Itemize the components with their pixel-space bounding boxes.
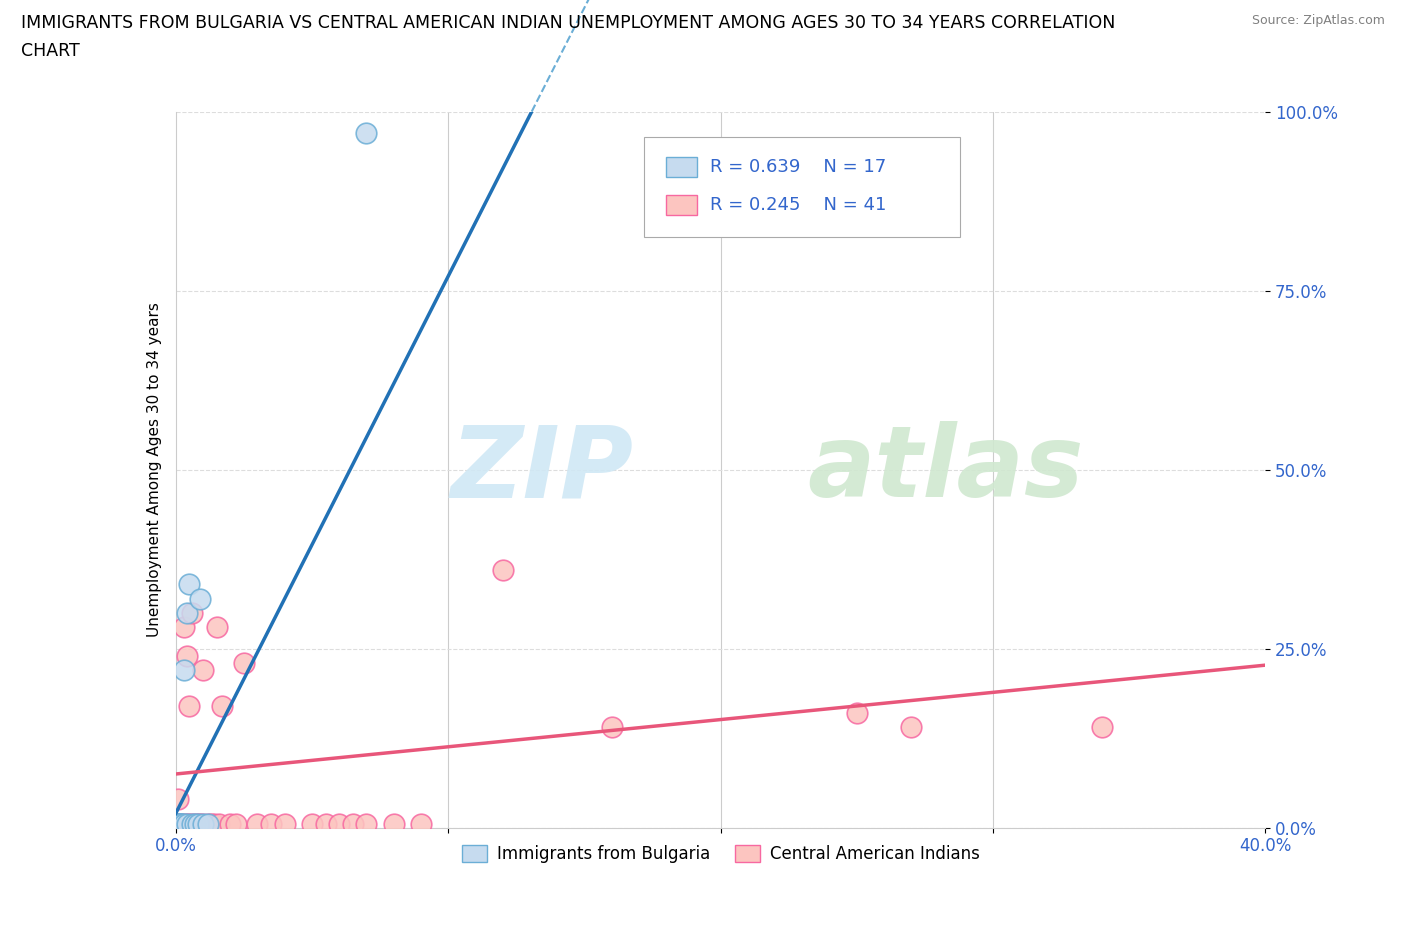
Point: [179, 817, 201, 831]
Point: [200, 817, 222, 831]
Point: [179, 698, 201, 713]
Point: [173, 817, 195, 831]
Point: [260, 817, 283, 831]
Point: [173, 817, 195, 831]
Point: [208, 817, 231, 831]
Point: [184, 817, 207, 831]
Point: [409, 817, 432, 831]
Point: [176, 817, 198, 831]
Point: [181, 605, 204, 620]
Text: R = 0.245    N = 41: R = 0.245 N = 41: [710, 195, 886, 214]
Point: [181, 817, 204, 831]
Point: [166, 817, 188, 831]
Point: [165, 817, 187, 831]
Text: atlas: atlas: [807, 421, 1084, 518]
Point: [845, 706, 868, 721]
Point: [202, 817, 225, 831]
Point: [197, 817, 219, 831]
Text: CHART: CHART: [21, 42, 80, 60]
Point: [170, 817, 193, 831]
Point: [492, 563, 515, 578]
FancyBboxPatch shape: [644, 137, 960, 237]
Point: [188, 817, 211, 831]
Point: [186, 817, 209, 831]
Point: [600, 720, 623, 735]
Point: [1091, 720, 1114, 735]
Point: [219, 817, 242, 831]
Point: [186, 817, 209, 831]
Point: [188, 591, 211, 606]
Point: [167, 817, 190, 831]
Point: [191, 817, 214, 831]
Point: [900, 720, 922, 735]
Point: [169, 817, 191, 831]
Point: [191, 663, 214, 678]
Point: [246, 817, 269, 831]
Point: [176, 648, 198, 663]
Y-axis label: Unemployment Among Ages 30 to 34 years: Unemployment Among Ages 30 to 34 years: [146, 302, 162, 637]
Point: [176, 817, 198, 831]
Legend: Immigrants from Bulgaria, Central American Indians: Immigrants from Bulgaria, Central Americ…: [456, 838, 986, 870]
Point: [176, 605, 198, 620]
Point: [382, 817, 405, 831]
Point: [179, 577, 201, 591]
Point: [301, 817, 323, 831]
Point: [274, 817, 297, 831]
Point: [181, 817, 204, 831]
Point: [356, 817, 378, 831]
Point: [170, 817, 193, 831]
Text: Source: ZipAtlas.com: Source: ZipAtlas.com: [1251, 14, 1385, 27]
Point: [342, 817, 364, 831]
Bar: [666, 194, 696, 215]
Point: [170, 817, 193, 831]
Point: [315, 817, 337, 831]
Point: [167, 817, 190, 831]
Bar: [666, 157, 696, 178]
Point: [167, 791, 190, 806]
Point: [184, 817, 207, 831]
Point: [232, 656, 254, 671]
Point: [197, 817, 219, 831]
Point: [205, 619, 228, 634]
Text: R = 0.639    N = 17: R = 0.639 N = 17: [710, 158, 886, 177]
Point: [356, 126, 378, 140]
Point: [328, 817, 350, 831]
Point: [211, 698, 233, 713]
Point: [173, 619, 195, 634]
Point: [191, 817, 214, 831]
Text: ZIP: ZIP: [450, 421, 633, 518]
Point: [173, 663, 195, 678]
Point: [225, 817, 247, 831]
Text: IMMIGRANTS FROM BULGARIA VS CENTRAL AMERICAN INDIAN UNEMPLOYMENT AMONG AGES 30 T: IMMIGRANTS FROM BULGARIA VS CENTRAL AMER…: [21, 14, 1115, 32]
